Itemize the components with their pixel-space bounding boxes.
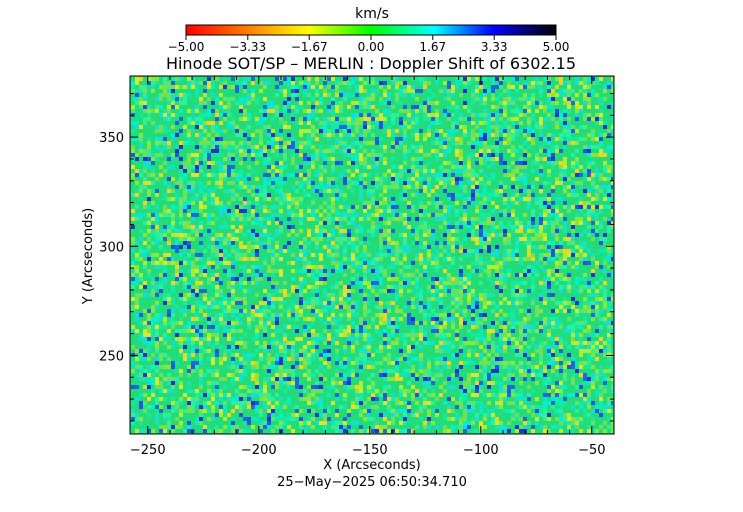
x-tick-label: −150 <box>352 443 388 458</box>
colorbar-tick-label: 3.33 <box>481 40 508 54</box>
x-tick-label: −100 <box>463 443 499 458</box>
colorbar <box>185 24 557 36</box>
y-tick-label: 250 <box>99 349 124 364</box>
x-tick-label: −250 <box>130 443 166 458</box>
colorbar-tick-label: 5.00 <box>543 40 570 54</box>
x-axis: −250 −200 −150 −100 −50 <box>130 76 615 458</box>
y-tick-label: 300 <box>99 240 124 255</box>
colorbar-label: km/s <box>355 6 389 22</box>
y-axis: 250 300 350 <box>99 92 614 422</box>
map-cells <box>131 77 613 433</box>
x-tick-label: −200 <box>241 443 277 458</box>
y-axis-label: Y (Arcseconds) <box>81 208 96 305</box>
doppler-map <box>129 75 615 435</box>
colorbar-tick-label: −3.33 <box>229 40 266 54</box>
colorbar-tick-label: −1.67 <box>291 40 328 54</box>
x-axis-label: X (Arcseconds) <box>323 458 420 473</box>
x-tick-label: −50 <box>578 443 605 458</box>
colorbar-tick-label: 0.00 <box>358 40 385 54</box>
colorbar-tick-label: 1.67 <box>419 40 446 54</box>
chart-title: Hinode SOT/SP – MERLIN : Doppler Shift o… <box>166 54 576 73</box>
colorbar-tick-label: −5.00 <box>168 40 205 54</box>
colorbar-ticks: −5.00 −3.33 −1.67 0.00 1.67 3.33 5.00 <box>168 35 570 54</box>
plot-frame <box>129 75 615 435</box>
y-tick-label: 350 <box>99 131 124 146</box>
timestamp: 25−May−2025 06:50:34.710 <box>277 475 467 490</box>
